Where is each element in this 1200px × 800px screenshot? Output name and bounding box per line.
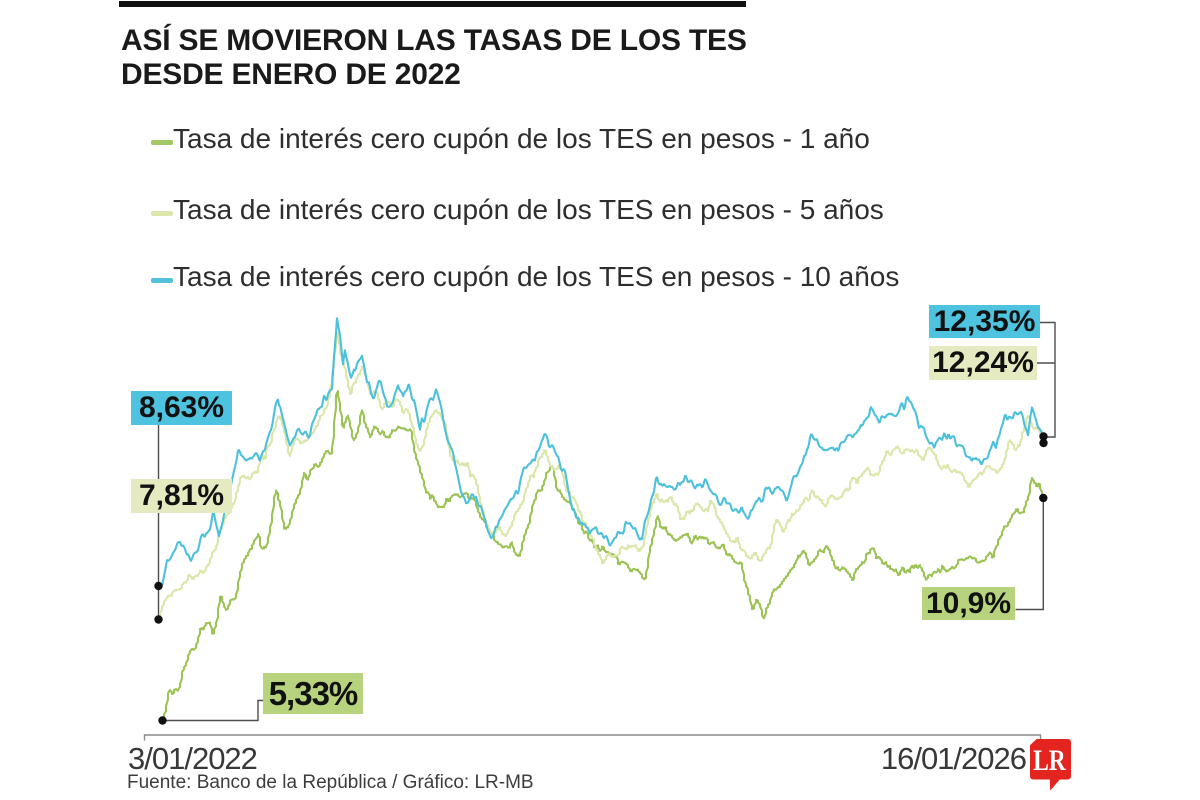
svg-text:LR: LR: [1033, 744, 1066, 777]
